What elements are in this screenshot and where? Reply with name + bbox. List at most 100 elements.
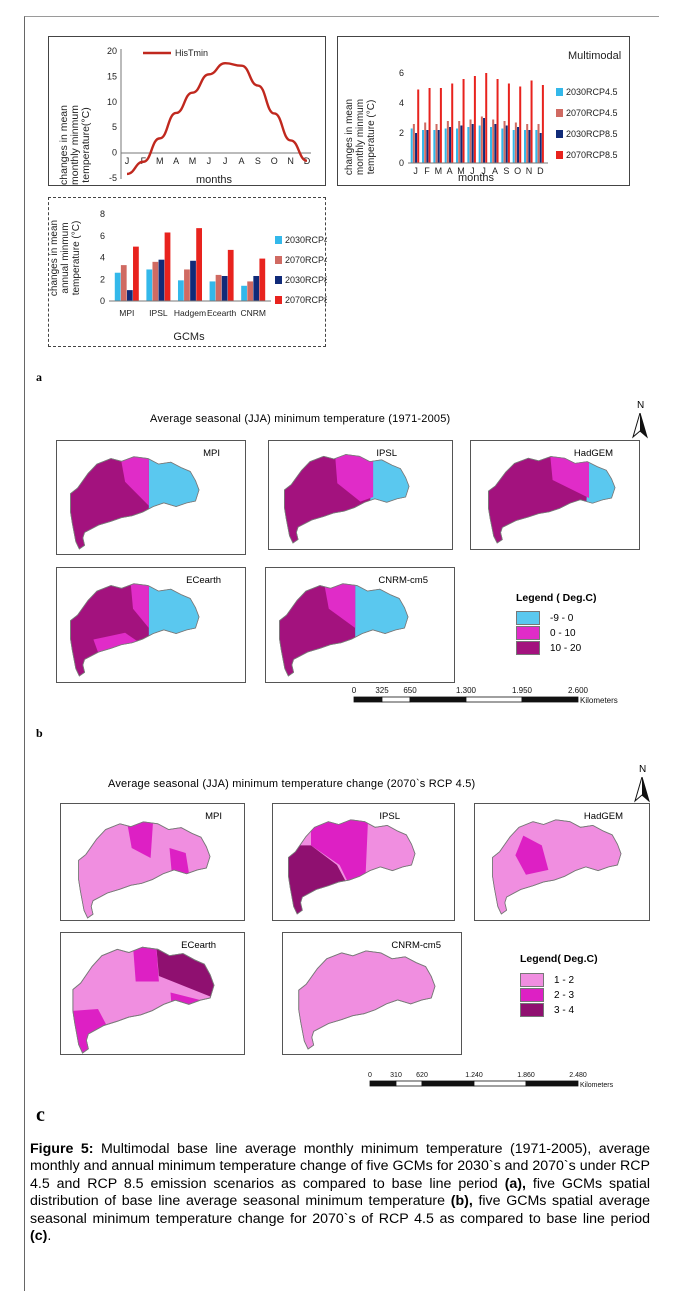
map-panel-mpi: MPI	[60, 803, 245, 921]
annual-bar	[126, 290, 133, 301]
legend-item: 1 - 2	[520, 973, 650, 987]
hist-chart-panel: changes in mean monthly minmum temperatu…	[48, 36, 326, 186]
monthly-bar	[524, 130, 527, 163]
monthly-y-tick-label: 0	[399, 158, 404, 168]
hist-xlabel: months	[196, 174, 233, 186]
hist-x-tick-label: J	[125, 156, 130, 166]
monthly-bar	[467, 127, 470, 163]
panel-c-north-arrow: N	[630, 764, 660, 804]
scale-segment	[353, 696, 383, 703]
monthly-bar	[426, 130, 429, 163]
monthly-bar	[422, 130, 425, 163]
caption-text: five GCMs spatial distribution of base l…	[30, 1175, 650, 1210]
annual-bar	[146, 269, 153, 301]
caption-text: five GCMs spatial average seasonal minim…	[30, 1193, 650, 1227]
hist-ylabel-line-2: monthly minmum	[69, 105, 81, 185]
monthly-ylabel-line-3: temperature (°C)	[366, 100, 377, 175]
monthly-legend-swatch	[556, 151, 563, 159]
hist-x-tick-label: A	[239, 156, 245, 166]
monthly-bar	[496, 79, 499, 163]
region-map	[279, 583, 409, 677]
monthly-bar	[449, 127, 452, 163]
region-zone	[119, 456, 149, 506]
monthly-bar	[462, 79, 465, 163]
region-zone	[130, 583, 149, 629]
map-panel-label: ECearth	[186, 575, 221, 586]
hist-y-tick-label: 20	[107, 46, 117, 56]
annual-bar	[196, 228, 202, 301]
annual-bar	[259, 258, 266, 301]
annual-xlabel: GCMs	[173, 331, 205, 343]
caption-label: Figure 5:	[30, 1141, 94, 1157]
north-arrow-icon	[632, 413, 648, 439]
monthly-legend-label: 2070RCP8.5	[566, 150, 618, 160]
map-panel-label: CNRM-cm5	[391, 940, 441, 951]
monthly-x-tick-label: S	[503, 166, 509, 176]
region-zone	[126, 821, 154, 858]
map-panel-ipsl: IPSL	[268, 440, 453, 550]
hist-y-tick-label: 15	[107, 71, 117, 81]
scale-segment	[465, 696, 523, 703]
monthly-bar	[435, 124, 438, 163]
annual-x-tick-label: Ecearth	[207, 308, 237, 318]
caption-panel-ref: (b),	[450, 1193, 473, 1210]
monthly-ylabel-line-2: monthly minmum	[355, 99, 366, 175]
scale-segment	[473, 1080, 527, 1087]
region-map	[288, 819, 416, 915]
annual-legend-label: 2070RCP4.5	[285, 255, 327, 265]
map-panel-hadgem: HadGEM	[474, 803, 650, 921]
map-panel-label: IPSL	[376, 448, 397, 459]
legend-swatch	[516, 611, 540, 625]
monthly-x-tick-label: A	[447, 166, 453, 176]
monthly-x-tick-label: J	[481, 166, 486, 176]
scale-tick-label: 0	[352, 686, 357, 695]
monthly-y-tick-label: 2	[399, 128, 404, 138]
region-map	[70, 456, 200, 550]
panel-b-north-arrow: N	[628, 400, 658, 440]
monthly-bar	[505, 125, 508, 163]
monthly-legend-swatch	[556, 109, 563, 117]
annual-legend-swatch	[275, 236, 282, 244]
monthly-bar	[460, 125, 463, 163]
annual-bar	[241, 285, 247, 301]
scale-tick-label: 620	[416, 1072, 428, 1079]
annual-legend-label: 2030RCP4.5	[285, 235, 327, 245]
region-map	[78, 821, 211, 919]
monthly-bar	[456, 128, 459, 163]
hist-x-tick-label: N	[287, 156, 294, 166]
monthly-y-ticks: 6 4 2 0	[399, 68, 404, 168]
annual-bar	[114, 272, 121, 301]
panel-c-scale-bar: 0 310 620 1.240 1.860 2.480 Kilometers	[368, 1072, 614, 1089]
monthly-legend-label: 2030RCP8.5	[566, 129, 618, 139]
monthly-xlabel: months	[458, 172, 495, 184]
monthly-bar	[473, 76, 476, 163]
monthly-bar	[428, 88, 431, 163]
monthly-bar	[410, 128, 413, 163]
monthly-bar	[478, 125, 481, 163]
legend-label: 10 - 20	[550, 642, 582, 654]
hist-x-tick-label: M	[189, 156, 197, 166]
annual-x-tick-label: CNRM	[240, 308, 266, 318]
scale-segment	[381, 696, 411, 703]
monthly-bar	[512, 130, 515, 163]
legend-label: 3 - 4	[554, 1004, 575, 1016]
annual-x-tick-label: IPSL	[149, 308, 168, 318]
scale-tick-label: 2.600	[568, 686, 589, 695]
monthly-x-tick-label: J	[413, 166, 418, 176]
map-panel-label: IPSL	[379, 811, 400, 822]
monthly-bar	[469, 119, 472, 163]
annual-bar	[177, 280, 184, 301]
map-panel-label: HadGEM	[573, 448, 613, 459]
figure-caption: Figure 5: Multimodal base line average m…	[30, 1141, 650, 1245]
monthly-bar	[437, 130, 440, 163]
annual-bar	[158, 259, 165, 301]
annual-legend-swatch	[275, 256, 282, 264]
hist-ylabel-line-3: temperature(°C)	[80, 107, 92, 182]
map-panel-ipsl: IPSL	[272, 803, 455, 921]
region-zone	[334, 454, 374, 502]
monthly-bar	[483, 118, 486, 163]
annual-bar	[190, 260, 196, 301]
legend-label: 1 - 2	[554, 974, 575, 986]
north-arrow-icon	[634, 777, 650, 803]
hist-x-tick-label: J	[223, 156, 228, 166]
